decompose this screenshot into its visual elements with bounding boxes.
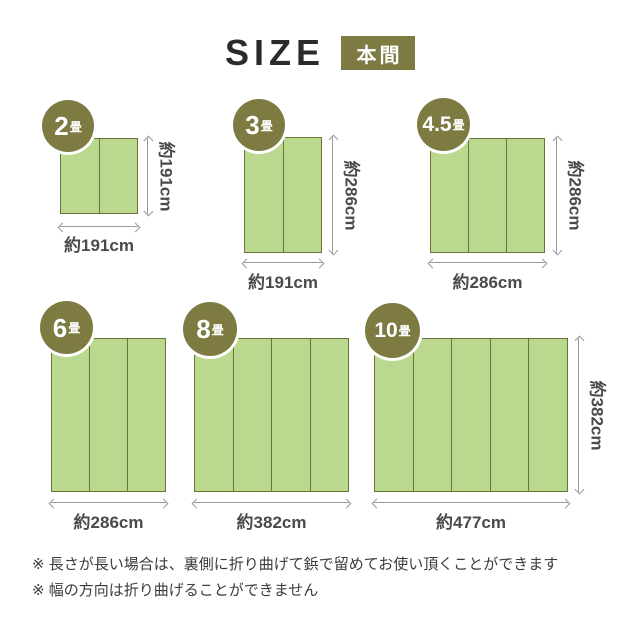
mat-panel <box>61 139 100 213</box>
mat-panel <box>100 139 138 213</box>
height-dimension: 約191cm <box>154 138 182 214</box>
size-badge: 8 畳 <box>183 302 237 356</box>
mat-panel <box>284 138 322 252</box>
mat-panel <box>90 339 128 491</box>
honma-standard-badge: 本間 <box>341 36 415 70</box>
mat-panel <box>507 139 544 252</box>
mat-diagram <box>244 137 322 253</box>
footnotes: ※ 長さが長い場合は、裏側に折り曲げて鋲で留めてお使い頂くことができます ※ 幅… <box>32 552 558 604</box>
size-unit: 畳 <box>398 324 411 338</box>
mat-diagram <box>51 338 166 492</box>
mat-panel <box>52 339 90 491</box>
mat-diagram <box>374 338 568 492</box>
mat-diagram <box>194 338 349 492</box>
size-number: 3 <box>245 110 260 140</box>
size-unit: 畳 <box>260 118 273 133</box>
width-arrow <box>60 226 138 227</box>
height-arrow <box>332 137 333 253</box>
size-badge: 4.5 畳 <box>417 98 470 151</box>
width-arrow <box>51 502 166 503</box>
height-arrow <box>578 338 579 492</box>
note-line: ※ 幅の方向は折り曲げることができません <box>32 582 319 599</box>
mat-panel <box>234 339 272 491</box>
note-line: ※ 長さが長い場合は、裏側に折り曲げて鋲で留めてお使い頂くことができます <box>32 556 559 573</box>
height-arrow <box>556 138 557 253</box>
width-label: 約477cm <box>436 513 506 532</box>
size-unit: 畳 <box>211 322 224 337</box>
width-label: 約191cm <box>248 273 318 292</box>
mat-panel <box>272 339 311 491</box>
size-number: 6 <box>52 312 68 343</box>
height-label: 約286cm <box>341 160 361 230</box>
mat-panel <box>431 139 469 252</box>
mat-panel <box>375 339 414 491</box>
size-unit: 畳 <box>68 321 81 335</box>
height-dimension: 約382cm <box>585 338 613 492</box>
mat-panel <box>491 339 530 491</box>
mat-panel <box>414 339 453 491</box>
size-badge: 3 畳 <box>233 99 285 151</box>
size-badge: 2 畳 <box>42 100 94 152</box>
height-dimension: 約286cm <box>339 137 367 253</box>
width-label: 約191cm <box>64 236 134 255</box>
mat-panel <box>195 339 234 491</box>
mat-panel <box>128 339 165 491</box>
mat-panel <box>469 139 507 252</box>
page-title: SIZE <box>224 32 325 73</box>
width-arrow <box>430 262 545 263</box>
header: SIZE 本間 <box>0 32 640 74</box>
width-arrow <box>194 502 349 503</box>
size-number: 4.5 <box>422 113 452 136</box>
height-label: 約382cm <box>587 380 607 450</box>
width-label: 約286cm <box>73 513 144 532</box>
size-badge: 10 畳 <box>365 303 420 358</box>
height-dimension: 約286cm <box>563 138 591 253</box>
size-number: 8 <box>196 314 211 344</box>
width-label: 約286cm <box>452 273 523 292</box>
mat-panel <box>311 339 349 491</box>
mat-diagram <box>430 138 545 253</box>
width-arrow <box>244 262 322 263</box>
size-unit: 畳 <box>452 118 465 132</box>
size-number: 10 <box>374 319 398 342</box>
height-label: 約286cm <box>565 160 585 231</box>
mat-panel <box>529 339 567 491</box>
height-arrow <box>147 138 148 214</box>
mat-panel <box>452 339 491 491</box>
size-number: 2 <box>54 111 69 141</box>
width-arrow <box>374 502 568 503</box>
height-label: 約191cm <box>156 141 176 211</box>
width-label: 約382cm <box>236 513 307 532</box>
size-unit: 畳 <box>69 119 82 134</box>
size-badge: 6 畳 <box>40 301 93 354</box>
mat-panel <box>245 138 284 252</box>
